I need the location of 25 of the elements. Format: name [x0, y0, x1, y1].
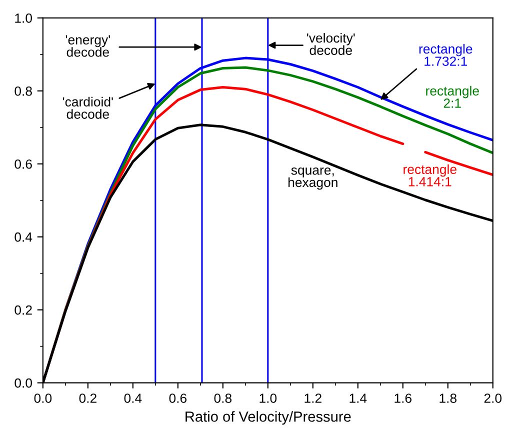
series-label: rectangle 2:1 [426, 86, 479, 108]
x-tick-label: 1.6 [394, 394, 412, 403]
y-tick-label: 0.6 [14, 159, 32, 169]
y-tick-label: 0.2 [14, 305, 32, 315]
x-tick-label: 1.2 [304, 394, 322, 403]
series-label: rectangle 1.414:1 [404, 164, 456, 186]
annotation: 'energy' decode [66, 35, 110, 57]
annotation: 'velocity' decode [307, 32, 355, 55]
x-tick-label: 0.6 [169, 394, 187, 403]
series-label: square, hexagon [288, 168, 338, 190]
x-tick-label: 0.4 [124, 394, 142, 403]
x-tick-label: 0.0 [34, 394, 52, 403]
annotation: 'cardioid' decode [62, 96, 113, 119]
x-axis-title: Ratio of Velocity/Pressure [186, 411, 351, 425]
x-tick-label: 2.0 [484, 394, 502, 403]
x-tick-label: 1.8 [440, 394, 456, 403]
x-tick-label: 0.2 [79, 394, 96, 403]
y-tick-label: 0.4 [14, 232, 32, 242]
x-tick-label: 1.4 [350, 394, 367, 403]
y-tick-label: 0.0 [14, 378, 32, 388]
x-tick-label: 1.0 [260, 394, 277, 403]
x-tick-label: 0.8 [214, 394, 232, 403]
y-tick-label: 1.0 [15, 13, 32, 23]
text: rectangle 1.732:1 [419, 44, 472, 66]
y-tick-label: 0.8 [14, 86, 32, 96]
